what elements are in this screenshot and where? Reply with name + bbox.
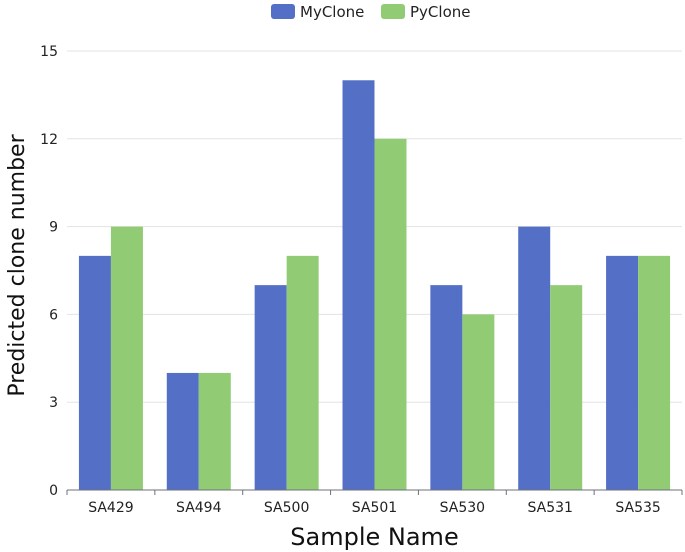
y-tick-label: 12 bbox=[40, 132, 58, 148]
bar-myclone-sa530[interactable] bbox=[430, 285, 463, 490]
bar-pyclone-sa500[interactable] bbox=[286, 255, 319, 490]
legend-item-myclone[interactable]: MyClone bbox=[271, 3, 364, 21]
x-tick-label: SA531 bbox=[527, 500, 572, 516]
legend-swatch bbox=[271, 4, 295, 19]
x-tick-label: SA500 bbox=[264, 500, 309, 516]
bars bbox=[78, 80, 671, 491]
x-tick-label: SA429 bbox=[88, 500, 133, 516]
bar-pyclone-sa530[interactable] bbox=[462, 314, 495, 490]
y-tick-label: 6 bbox=[49, 307, 58, 323]
bar-pyclone-sa501[interactable] bbox=[374, 138, 407, 491]
y-tick-label: 9 bbox=[49, 220, 58, 236]
legend[interactable]: MyClone PyClone bbox=[271, 3, 470, 21]
bar-myclone-sa531[interactable] bbox=[518, 226, 551, 490]
y-tick-label: 0 bbox=[49, 483, 58, 499]
bar-pyclone-sa535[interactable] bbox=[638, 255, 671, 490]
y-axis-title: Predicted clone number bbox=[5, 133, 30, 396]
x-axis-title: Sample Name bbox=[290, 523, 458, 551]
legend-swatch bbox=[381, 4, 405, 19]
legend-label: MyClone bbox=[300, 3, 364, 21]
bar-myclone-sa535[interactable] bbox=[606, 255, 639, 490]
bar-myclone-sa429[interactable] bbox=[78, 255, 111, 490]
y-tick-label: 15 bbox=[40, 44, 58, 60]
bar-pyclone-sa494[interactable] bbox=[198, 372, 231, 490]
bar-pyclone-sa429[interactable] bbox=[110, 226, 143, 490]
x-tick-label: SA530 bbox=[440, 500, 485, 516]
bar-myclone-sa500[interactable] bbox=[254, 285, 287, 490]
bar-myclone-sa494[interactable] bbox=[166, 372, 199, 490]
x-tick-label: SA494 bbox=[176, 500, 222, 516]
x-tick-label: SA501 bbox=[352, 500, 397, 516]
bar-pyclone-sa531[interactable] bbox=[550, 285, 583, 490]
x-axis-ticks: SA429 SA494 SA500 SA501 SA530 SA531 SA535 bbox=[66, 490, 683, 516]
legend-item-pyclone[interactable]: PyClone bbox=[381, 3, 470, 21]
y-tick-label: 3 bbox=[49, 395, 58, 411]
x-tick-label: SA535 bbox=[615, 500, 660, 516]
y-axis-tick-labels: 0 3 6 9 12 15 bbox=[40, 44, 58, 499]
legend-label: PyClone bbox=[410, 3, 470, 21]
bar-myclone-sa501[interactable] bbox=[342, 80, 375, 491]
